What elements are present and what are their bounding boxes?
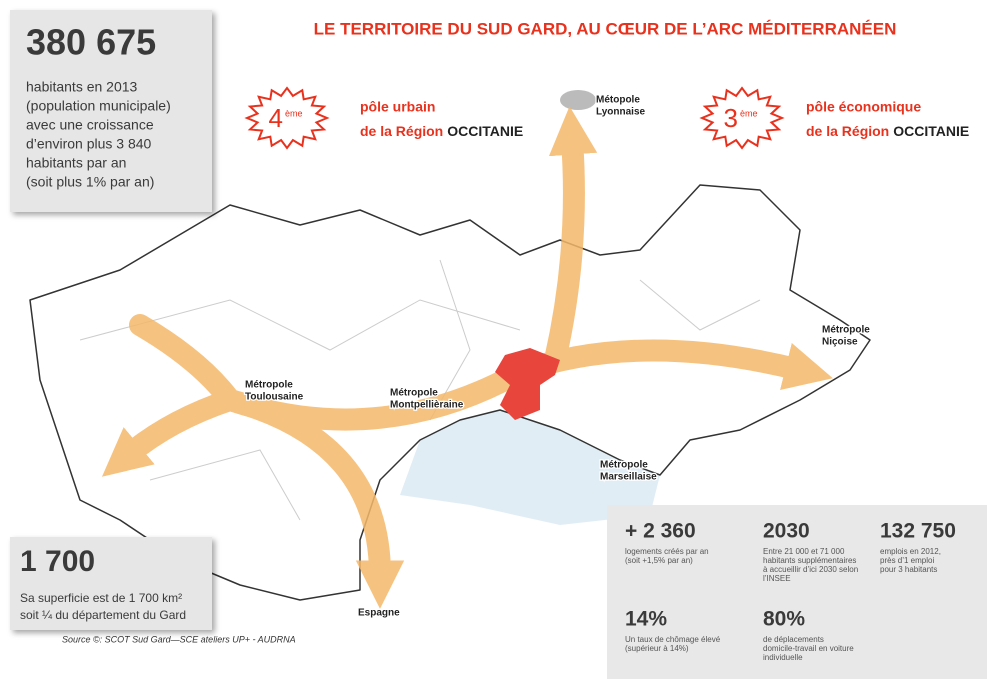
map-label: Espagne <box>358 608 400 619</box>
map-label: Montpellièraine <box>390 400 464 411</box>
stat-value: 80% <box>763 608 805 631</box>
lyon-area <box>560 90 596 110</box>
population-box <box>10 10 212 212</box>
source: Source ©: SCOT Sud Gard—SCE ateliers UP+… <box>62 634 296 644</box>
stat-value: 132 750 <box>880 520 956 543</box>
area-line: soit ¼ du département du Gard <box>20 608 186 622</box>
population-line: avec une croissance <box>26 117 154 133</box>
ranking-line: de la Région OCCITANIE <box>360 123 523 139</box>
stat-line: à accueillir d’ici 2030 selon <box>763 565 858 574</box>
population-line: habitants par an <box>26 155 126 171</box>
population-line: d’environ plus 3 840 <box>26 136 152 152</box>
rank-suffix: ème <box>285 108 303 118</box>
area-line: Sa superficie est de 1 700 km² <box>20 591 182 605</box>
ranking-region: OCCITANIE <box>447 123 523 139</box>
map-label: Métropole <box>822 325 870 336</box>
stat-line: de déplacements <box>763 635 824 644</box>
map-label: Métropole <box>600 460 648 471</box>
ranking-line: pôle économique <box>806 99 921 115</box>
population-line: (population municipale) <box>26 98 171 114</box>
ranking-line: de la Région OCCITANIE <box>806 123 969 139</box>
stat-line: l’INSEE <box>763 574 791 583</box>
ranking-prefix: de la Région <box>360 123 443 139</box>
stat-line: individuelle <box>763 653 803 662</box>
map-label: Métropole <box>390 388 438 399</box>
axes <box>101 106 833 609</box>
stat-line: pour 3 habitants <box>880 565 937 574</box>
starburst <box>244 86 330 150</box>
sud-gard <box>495 348 560 420</box>
map-label: Marseillaise <box>600 472 657 483</box>
stat-line: emplois en 2012, <box>880 547 941 556</box>
population-line: habitants en 2013 <box>26 79 138 95</box>
stat-line: (supérieur à 14%) <box>625 644 689 653</box>
rank-suffix: ème <box>740 108 758 118</box>
rank: 3 <box>724 103 738 133</box>
sea <box>400 410 660 525</box>
stat-value: + 2 360 <box>625 520 696 543</box>
rank: 4 <box>269 103 283 133</box>
area-box <box>10 537 212 630</box>
stat-line: domicile-travail en voiture <box>763 644 854 653</box>
starburst <box>699 86 785 150</box>
map-label: Métropole <box>245 380 293 391</box>
stat-value: 14% <box>625 608 667 631</box>
population-line: (soit plus 1% par an) <box>26 174 154 190</box>
stat-line: (soit +1,5% par an) <box>625 556 693 565</box>
stats-box <box>607 505 987 679</box>
stat-line: près d’1 emploi <box>880 556 934 565</box>
stat-line: logements créés par an <box>625 547 709 556</box>
map-label: Métopole <box>596 95 640 106</box>
stat-line: Entre 21 000 et 71 000 <box>763 547 845 556</box>
population-value: 380 675 <box>26 22 156 63</box>
roads <box>79 259 761 521</box>
area-value: 1 700 <box>20 545 95 578</box>
stat-value: 2030 <box>763 520 810 543</box>
map-label: Lyonnaise <box>596 107 646 118</box>
map-label: Toulousaine <box>245 392 304 403</box>
stat-line: Un taux de chômage élevé <box>625 635 721 644</box>
title: LE TERRITOIRE DU SUD GARD, AU CŒUR DE L’… <box>314 19 897 38</box>
stat-line: habitants supplémentaires <box>763 556 856 565</box>
map-label: Niçoise <box>822 337 858 348</box>
ranking-prefix: de la Région <box>806 123 889 139</box>
ranking-region: OCCITANIE <box>893 123 969 139</box>
ranking-line: pôle urbain <box>360 99 435 115</box>
